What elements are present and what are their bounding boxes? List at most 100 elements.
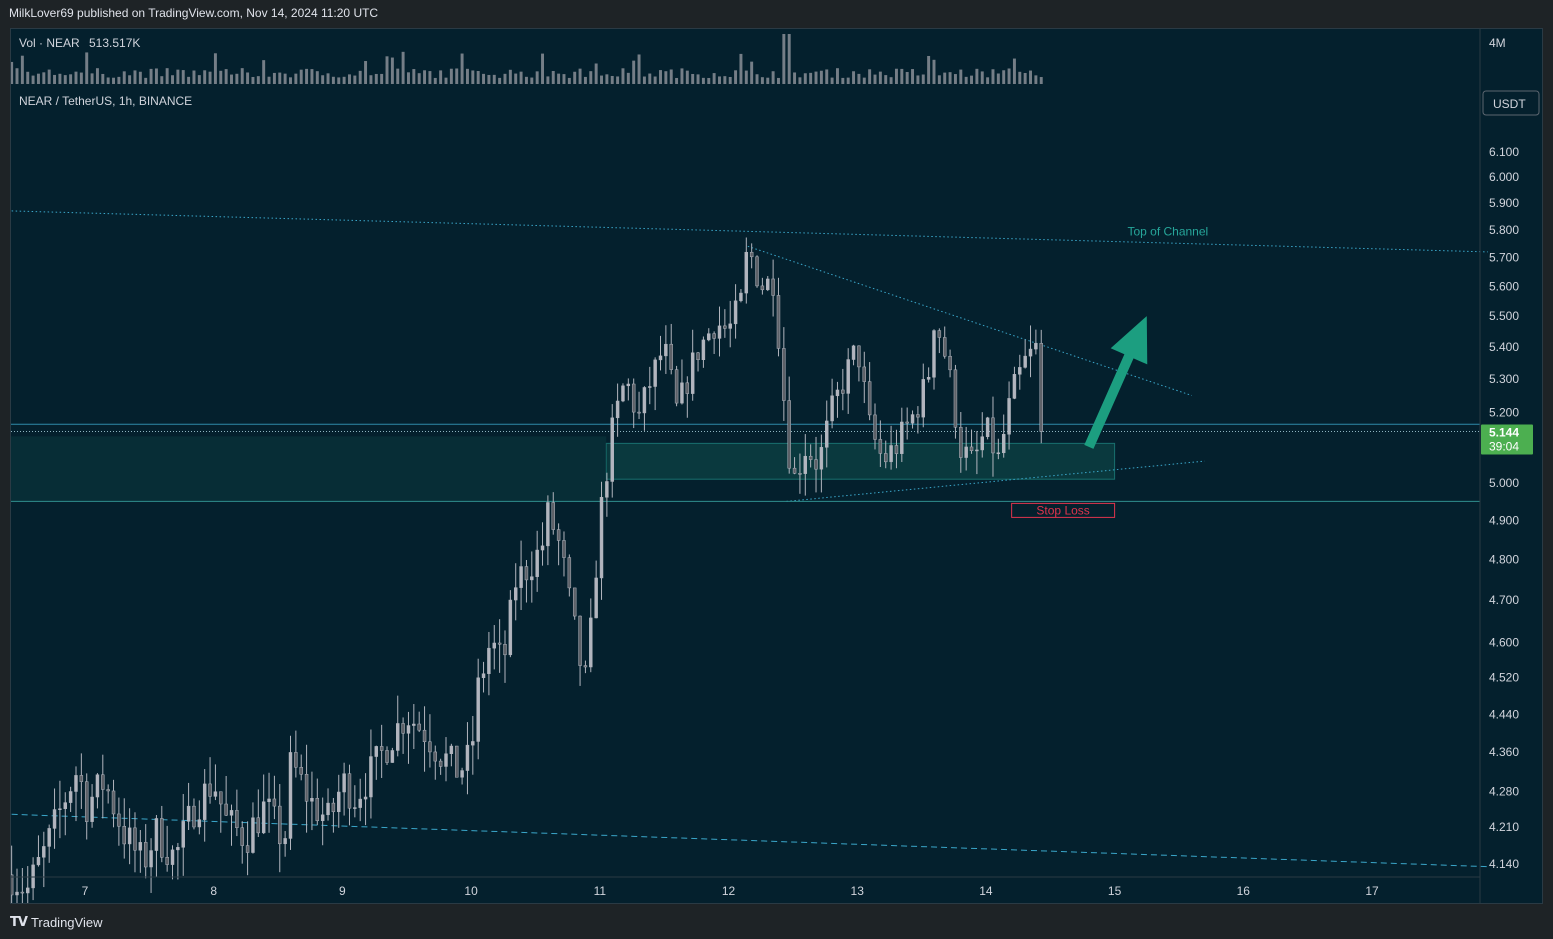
volume-bar [444,77,448,84]
time-tick-label: 17 [1365,884,1379,898]
volume-bar [106,77,110,84]
candle-body [235,810,239,828]
volume-bar [771,71,775,84]
volume-bar [213,53,217,84]
candle-body [492,642,496,649]
volume-bar [519,71,523,84]
candle-body [755,256,759,287]
volume-bar [348,74,351,84]
candle-body [712,333,716,339]
support-band [11,436,607,502]
price-tick-label: 4.210 [1489,820,1519,834]
candle-body [648,386,652,388]
candle-body [74,775,78,792]
price-tick-label: 5.900 [1489,196,1519,210]
candle-body [530,576,534,581]
time-tick-label: 9 [339,884,346,898]
volume-bar [1018,71,1022,84]
annotation-layer: Stop Loss Top of Channel [1011,224,1208,518]
currency-button-frame[interactable] [1482,90,1540,116]
bottom-of-channel-line [11,813,1488,868]
volume-bar [487,74,491,84]
candle-body [363,796,368,800]
volume-bar [272,72,276,84]
candle-body [825,420,829,448]
volume-bar [610,75,614,84]
volume-bar [154,68,158,84]
volume-bar [578,68,582,84]
volume-bar [707,77,711,84]
volume-bar [63,75,67,84]
volume-bar [1023,72,1027,84]
candle-body [326,802,330,816]
volume-bar [718,76,721,84]
candle-body [186,805,191,822]
candle-body [503,644,507,656]
candle-body [910,414,915,424]
candle-body [932,330,936,378]
volume-bar [541,53,545,84]
volume-bar [809,72,813,84]
volume-bar [149,68,153,84]
candle-body [572,587,577,617]
candle-body [229,810,234,816]
volume-bar [562,74,566,84]
volume-bar [959,69,963,84]
price-chart[interactable]: Stop Loss Top of Channel 6.100 6.000 5.900 5… [11,29,1543,904]
volume-bar [991,69,995,84]
candle-body [117,813,121,827]
candle-body [637,411,641,414]
volume-bar [868,69,872,84]
candle-body [337,791,341,813]
candle-body [519,566,523,588]
candle-body [143,842,148,868]
chart-panel[interactable]: Stop Loss Top of Channel 6.100 6.000 5.900 5… [10,28,1543,904]
volume-bar [798,77,802,84]
volume-bar [358,70,362,84]
candle-body [674,369,679,404]
price-tick-label: 5.400 [1489,340,1519,354]
candle-body [669,343,673,370]
top-of-channel-label: Top of Channel [1127,224,1208,238]
candle-body [771,278,775,296]
candle-body [63,802,67,809]
volume-bar [181,70,185,84]
volume-bar [433,77,437,84]
price-tick-label: 4.600 [1489,635,1519,649]
price-tick-label: 4.900 [1489,513,1519,527]
volume-bar [530,77,534,84]
volume-bar [691,73,695,84]
volume-bar [85,52,89,84]
candle-body [481,673,486,679]
volume-bar [594,63,598,84]
time-tick-label: 14 [979,884,993,898]
candle-body [438,760,443,767]
breakout-arrow-icon [1084,316,1148,449]
time-tick-label: 7 [82,884,89,898]
currency-button[interactable]: USDT [1482,90,1540,116]
volume-bar [648,73,652,84]
candle-body [460,770,464,778]
candle-body [47,828,51,847]
volume-bar [160,76,164,84]
candle-body [476,677,480,742]
candle-body [985,417,990,437]
volume-bar [235,73,239,84]
candle-body [980,436,984,451]
volume-bar [664,71,668,84]
candle-body [353,807,357,809]
candle-body [680,382,684,404]
volume-bar [331,76,335,84]
volume-bar [449,68,453,84]
price-tick-label: 4.520 [1489,671,1519,685]
price-tick-label: 4.280 [1489,785,1519,799]
candle-body [814,459,818,470]
volume-bar [396,68,400,84]
volume-bar [423,70,427,84]
volume-bar [905,71,909,84]
volume-bar [278,72,282,84]
volume-bar [814,71,818,84]
volume-bar [267,76,271,84]
volume-legend-label: Vol · NEAR [19,36,80,50]
tradingview-logo-icon: 𝗧𝗩 [10,914,28,929]
